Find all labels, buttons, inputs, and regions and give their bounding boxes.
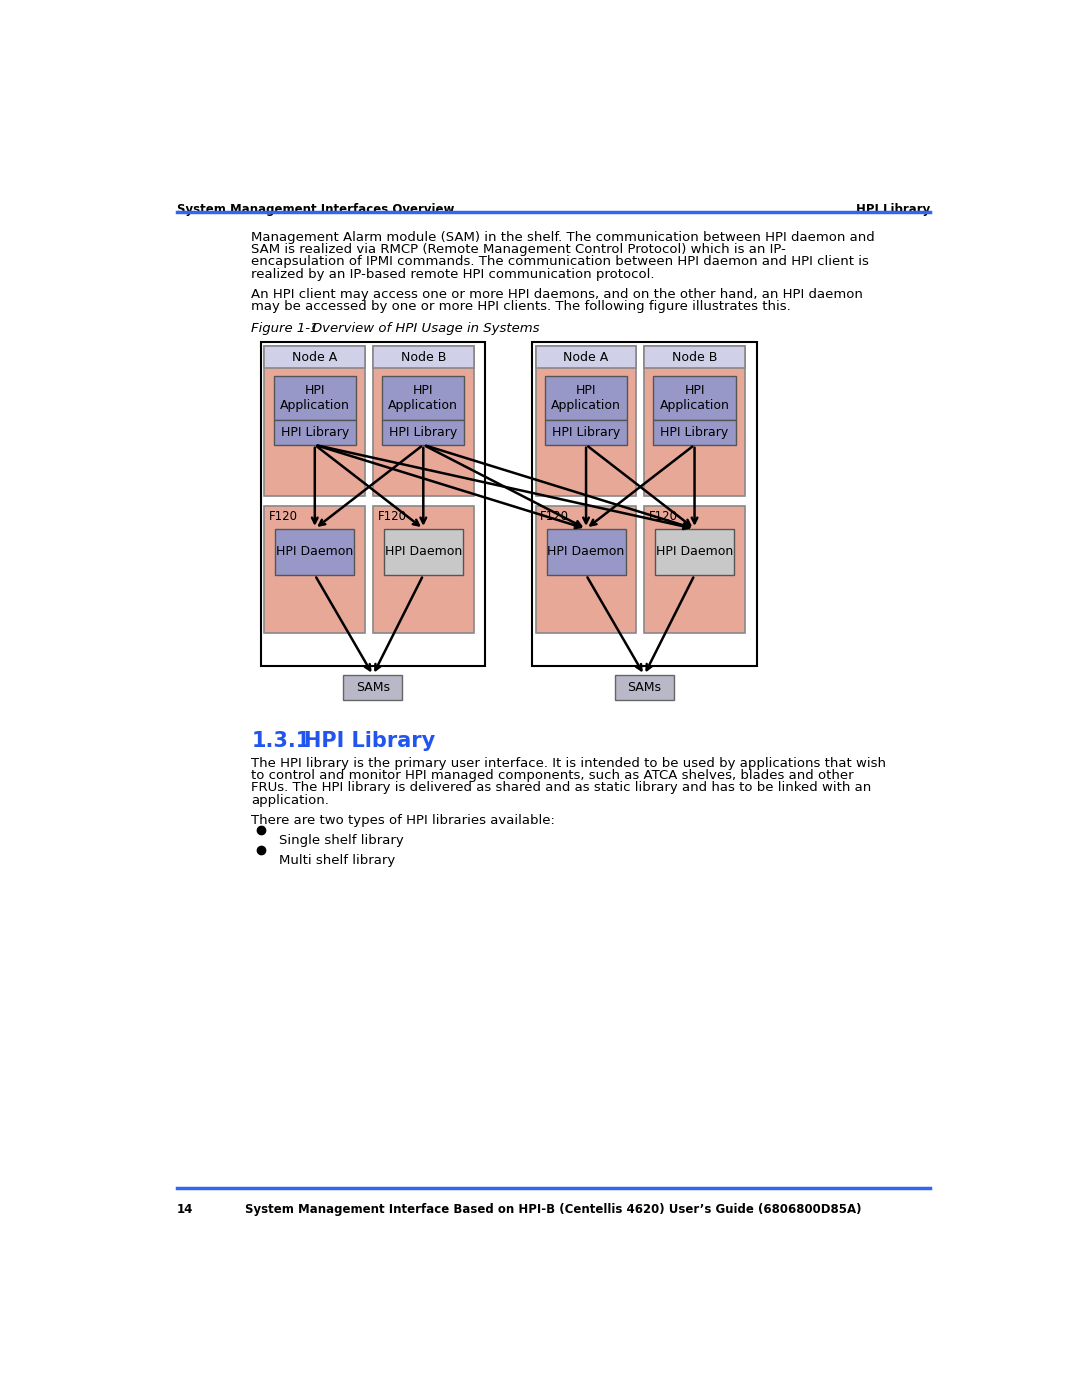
Text: System Management Interface Based on HPI-B (Centellis 4620) User’s Guide (680680: System Management Interface Based on HPI… [245,1203,862,1217]
Bar [536,346,636,496]
Bar [644,346,745,496]
Bar [545,376,627,420]
Bar [653,376,735,420]
Bar [653,420,735,444]
Text: realized by an IP-based remote HPI communication protocol.: realized by an IP-based remote HPI commu… [252,268,654,281]
Text: Management Alarm module (SAM) in the shelf. The communication between HPI daemon: Management Alarm module (SAM) in the she… [252,231,875,244]
Bar [615,675,674,700]
Text: Overview of HPI Usage in Systems: Overview of HPI Usage in Systems [299,321,540,335]
Bar [273,420,356,444]
Text: HPI Daemon: HPI Daemon [276,545,353,559]
Text: may be accessed by one or more HPI clients. The following figure illustrates thi: may be accessed by one or more HPI clien… [252,300,791,313]
Bar [644,346,745,367]
Bar [656,529,734,576]
Text: Node B: Node B [401,351,446,363]
Bar [382,376,464,420]
Text: application.: application. [252,793,329,806]
Text: F120: F120 [378,510,406,522]
Bar [382,420,464,444]
Text: Node A: Node A [564,351,609,363]
Bar [373,346,474,367]
Bar [265,346,365,496]
Text: HPI Library: HPI Library [661,426,729,439]
Text: Figure 1-1: Figure 1-1 [252,321,319,335]
Text: Multi shelf library: Multi shelf library [279,854,395,866]
Text: SAMs: SAMs [356,680,390,694]
Text: 1.3.1: 1.3.1 [252,731,311,750]
Text: System Management Interfaces Overview: System Management Interfaces Overview [177,203,455,217]
Text: HPI
Application: HPI Application [389,384,458,412]
Bar [343,675,403,700]
Text: Single shelf library: Single shelf library [279,834,404,847]
Text: HPI Library: HPI Library [389,426,458,439]
Bar [273,376,356,420]
Bar [373,346,474,496]
Text: HPI
Application: HPI Application [551,384,621,412]
Text: HPI Library: HPI Library [281,426,349,439]
Text: HPI
Application: HPI Application [660,384,729,412]
Bar [546,529,625,576]
Text: An HPI client may access one or more HPI daemons, and on the other hand, an HPI : An HPI client may access one or more HPI… [252,288,863,300]
Text: HPI Library: HPI Library [855,203,930,217]
Text: F120: F120 [269,510,298,522]
Bar [265,506,365,633]
Bar [260,342,485,666]
Bar [383,529,463,576]
Bar [265,346,365,367]
Text: SAM is realized via RMCP (Remote Management Control Protocol) which is an IP-: SAM is realized via RMCP (Remote Managem… [252,243,786,256]
Bar [531,342,757,666]
Bar [536,346,636,367]
Text: SAMs: SAMs [627,680,661,694]
Text: There are two types of HPI libraries available:: There are two types of HPI libraries ava… [252,813,555,827]
Text: The HPI library is the primary user interface. It is intended to be used by appl: The HPI library is the primary user inte… [252,757,887,770]
Text: to control and monitor HPI managed components, such as ATCA shelves, blades and : to control and monitor HPI managed compo… [252,768,854,782]
Text: HPI Library: HPI Library [552,426,620,439]
Text: HPI Daemon: HPI Daemon [548,545,624,559]
Text: HPI Library: HPI Library [303,731,435,750]
Text: HPI Daemon: HPI Daemon [656,545,733,559]
Text: 14: 14 [177,1203,193,1217]
Bar [644,506,745,633]
Text: F120: F120 [540,510,569,522]
Text: FRUs. The HPI library is delivered as shared and as static library and has to be: FRUs. The HPI library is delivered as sh… [252,781,872,795]
Text: HPI Daemon: HPI Daemon [384,545,462,559]
Text: Node B: Node B [672,351,717,363]
Text: HPI
Application: HPI Application [280,384,350,412]
Text: encapsulation of IPMI commands. The communication between HPI daemon and HPI cli: encapsulation of IPMI commands. The comm… [252,256,869,268]
Text: F120: F120 [649,510,678,522]
Text: Node A: Node A [293,351,337,363]
Bar [545,420,627,444]
Bar [275,529,354,576]
Bar [373,506,474,633]
Bar [536,506,636,633]
